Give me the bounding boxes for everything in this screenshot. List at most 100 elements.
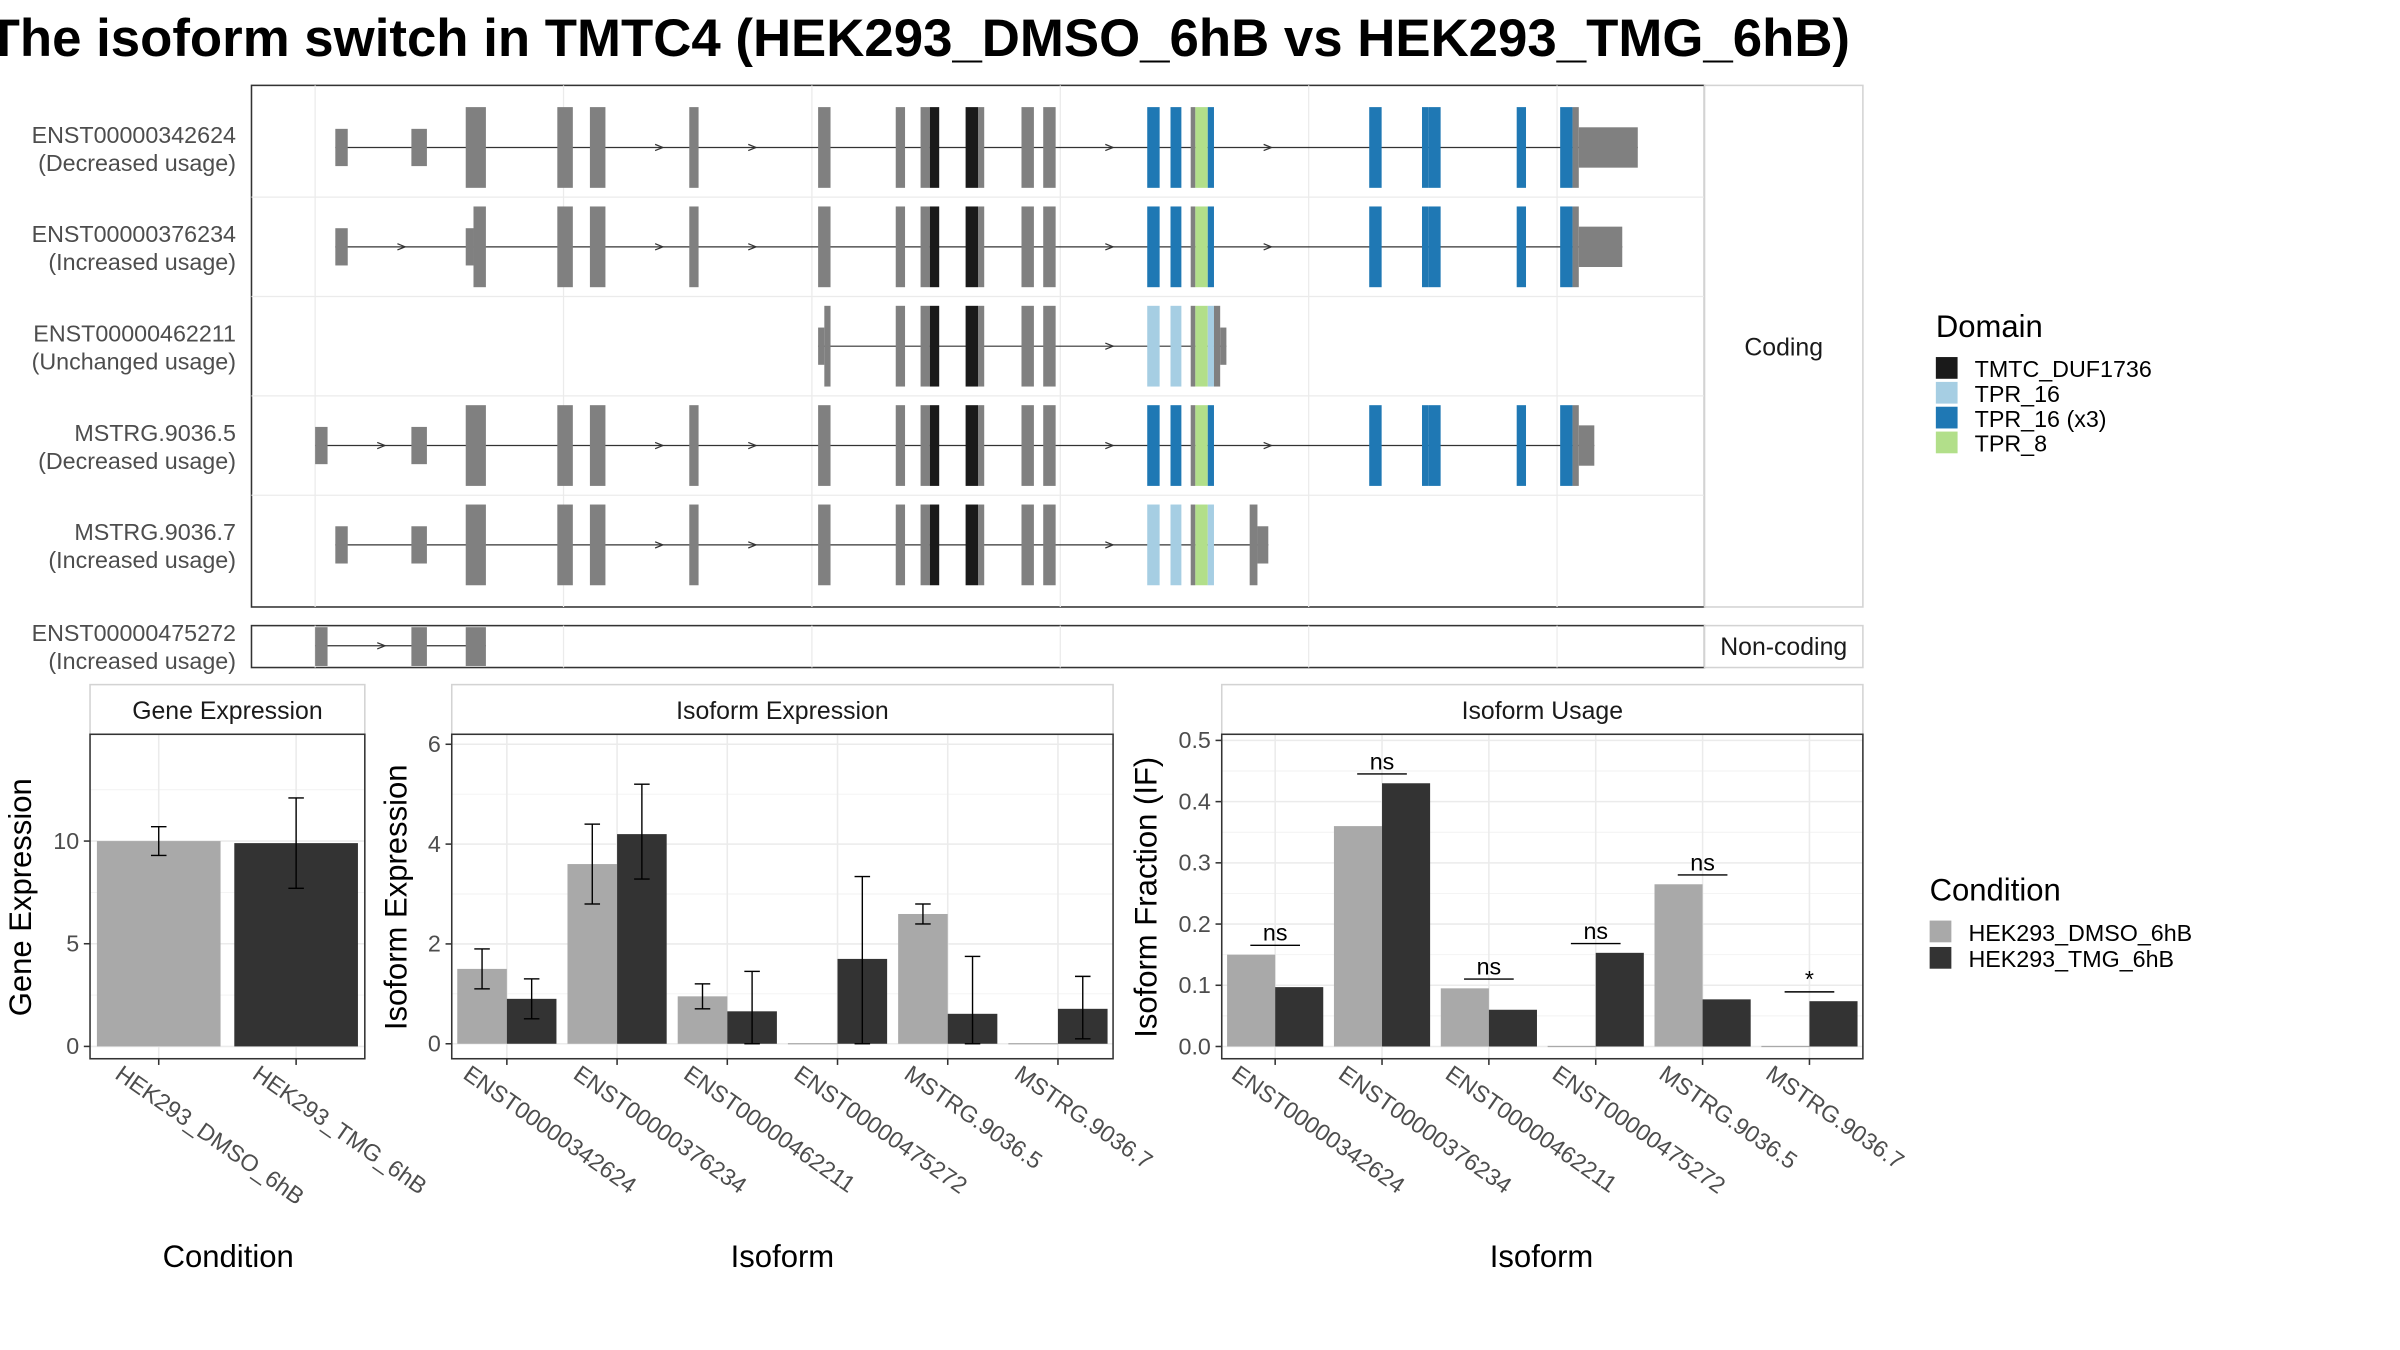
strand-arrow <box>654 243 665 251</box>
domain-exon <box>1195 206 1208 288</box>
condition-legend: Condition HEK293_DMSO_6hB HEK293_TMG_6hB <box>1929 872 2192 972</box>
exon <box>920 504 930 586</box>
strand-arrow <box>748 541 758 549</box>
bar <box>1702 999 1751 1047</box>
domain-exon <box>1170 107 1182 188</box>
domain-exon <box>1207 305 1214 387</box>
exon <box>335 228 348 266</box>
panel-background <box>1221 734 1863 1059</box>
exon <box>1021 305 1034 387</box>
significance-label: ns <box>1370 748 1395 774</box>
domain-exon <box>1207 405 1214 486</box>
exon <box>818 206 831 288</box>
domain-exon <box>1428 206 1441 288</box>
domain-exon <box>929 405 940 486</box>
transcript-usage-5: (Increased usage) <box>48 547 236 573</box>
domain-exon <box>1170 405 1182 486</box>
strand-arrow <box>397 243 407 251</box>
y-tick-label: 0.1 <box>1179 972 1211 998</box>
exon <box>1572 206 1579 288</box>
strand-arrow <box>748 441 758 450</box>
domain-exon <box>1207 504 1214 586</box>
exon <box>895 305 906 387</box>
bar <box>1008 1043 1058 1045</box>
transcript-id-2: ENST00000376234 <box>32 221 236 247</box>
bar <box>96 841 221 1047</box>
isoform-usage-marks: ns ns ns ns ns * <box>1227 748 1858 1048</box>
bar <box>1333 826 1383 1047</box>
strand-arrow <box>654 541 665 549</box>
transcript-models <box>315 107 1638 666</box>
noncoding-strip <box>1703 624 1864 669</box>
domain-exon <box>965 305 979 387</box>
x-tick-label: ENST00000462211 <box>1441 1060 1622 1198</box>
gene-expression-panel: Gene Expression 0510HEK293_DMSO_6hBHEK29… <box>3 683 432 1274</box>
domain-exon <box>1147 305 1160 387</box>
isoform-expression-frame <box>450 733 1114 1060</box>
significance-label: ns <box>1690 849 1715 875</box>
strand-arrow <box>654 143 665 152</box>
transcript-usage-6: (Increased usage) <box>48 648 236 674</box>
isoform-expression-marks <box>457 783 1108 1045</box>
domain-exon <box>1369 206 1382 288</box>
domain-exon <box>1369 405 1382 486</box>
exon <box>473 206 486 288</box>
isoform-usage-strip <box>1220 683 1864 736</box>
transcript-model-5 <box>335 504 1269 586</box>
domain-exon <box>1147 405 1160 486</box>
exon <box>978 305 985 387</box>
significance-label: ns <box>1583 918 1608 944</box>
domain-exon <box>1421 206 1429 288</box>
strand-arrow <box>654 441 665 450</box>
exon <box>689 206 699 288</box>
exon <box>557 107 573 188</box>
transcript-id-1: ENST00000342624 <box>32 122 236 148</box>
domain-exon <box>1369 107 1382 188</box>
domain-exon <box>929 305 940 387</box>
domain-exon <box>1195 405 1208 486</box>
exon <box>335 526 348 564</box>
domain-exon <box>1560 405 1573 486</box>
exon <box>589 504 606 586</box>
exon <box>1190 206 1196 288</box>
exon <box>1572 107 1579 188</box>
y-tick-label: 0.3 <box>1179 850 1211 876</box>
exon <box>1021 405 1034 486</box>
isoform-usage-frame <box>1220 733 1864 1060</box>
transcript-usage-2: (Increased usage) <box>48 249 236 275</box>
domain-label-3: TPR_16 (x3) <box>1975 406 2107 432</box>
strand-arrow <box>377 642 387 650</box>
exon <box>818 504 831 586</box>
exon <box>411 426 427 465</box>
y-tick-label: 0 <box>66 1033 79 1059</box>
exon <box>895 504 906 586</box>
exon <box>978 206 985 288</box>
transcript-model-3 <box>818 305 1227 387</box>
facet-label-noncoding: Non-coding <box>1720 634 1847 661</box>
gene-expression-title: Gene Expression <box>132 698 322 725</box>
bar <box>1654 884 1703 1047</box>
coding-strip <box>1703 84 1864 608</box>
exon <box>465 107 486 188</box>
exon <box>1043 504 1056 586</box>
bar <box>1382 783 1431 1047</box>
exon <box>465 627 486 666</box>
strand-arrow <box>1263 441 1274 450</box>
domain-label-1: TMTC_DUF1736 <box>1975 356 2152 382</box>
gene-expression-ylabel: Gene Expression <box>3 778 38 1016</box>
isoform-usage-panel: Isoform Usage ns ns ns ns ns * 0.0 0.1 0.2 0.3 0.… <box>1129 683 1909 1274</box>
exon <box>411 627 427 666</box>
exon <box>1213 305 1221 387</box>
exon <box>411 128 427 167</box>
exon <box>689 107 699 188</box>
exon <box>1257 526 1269 564</box>
exon <box>1220 327 1227 365</box>
exon <box>1043 305 1056 387</box>
exon <box>895 206 906 288</box>
exon <box>1572 405 1579 486</box>
y-tick-label: 2 <box>428 931 441 957</box>
y-tick-label: 4 <box>428 831 441 857</box>
isoform-expression-panel: Isoform Expression 0246ENST00000342624EN… <box>379 683 1157 1274</box>
domain-exon <box>1428 405 1441 486</box>
